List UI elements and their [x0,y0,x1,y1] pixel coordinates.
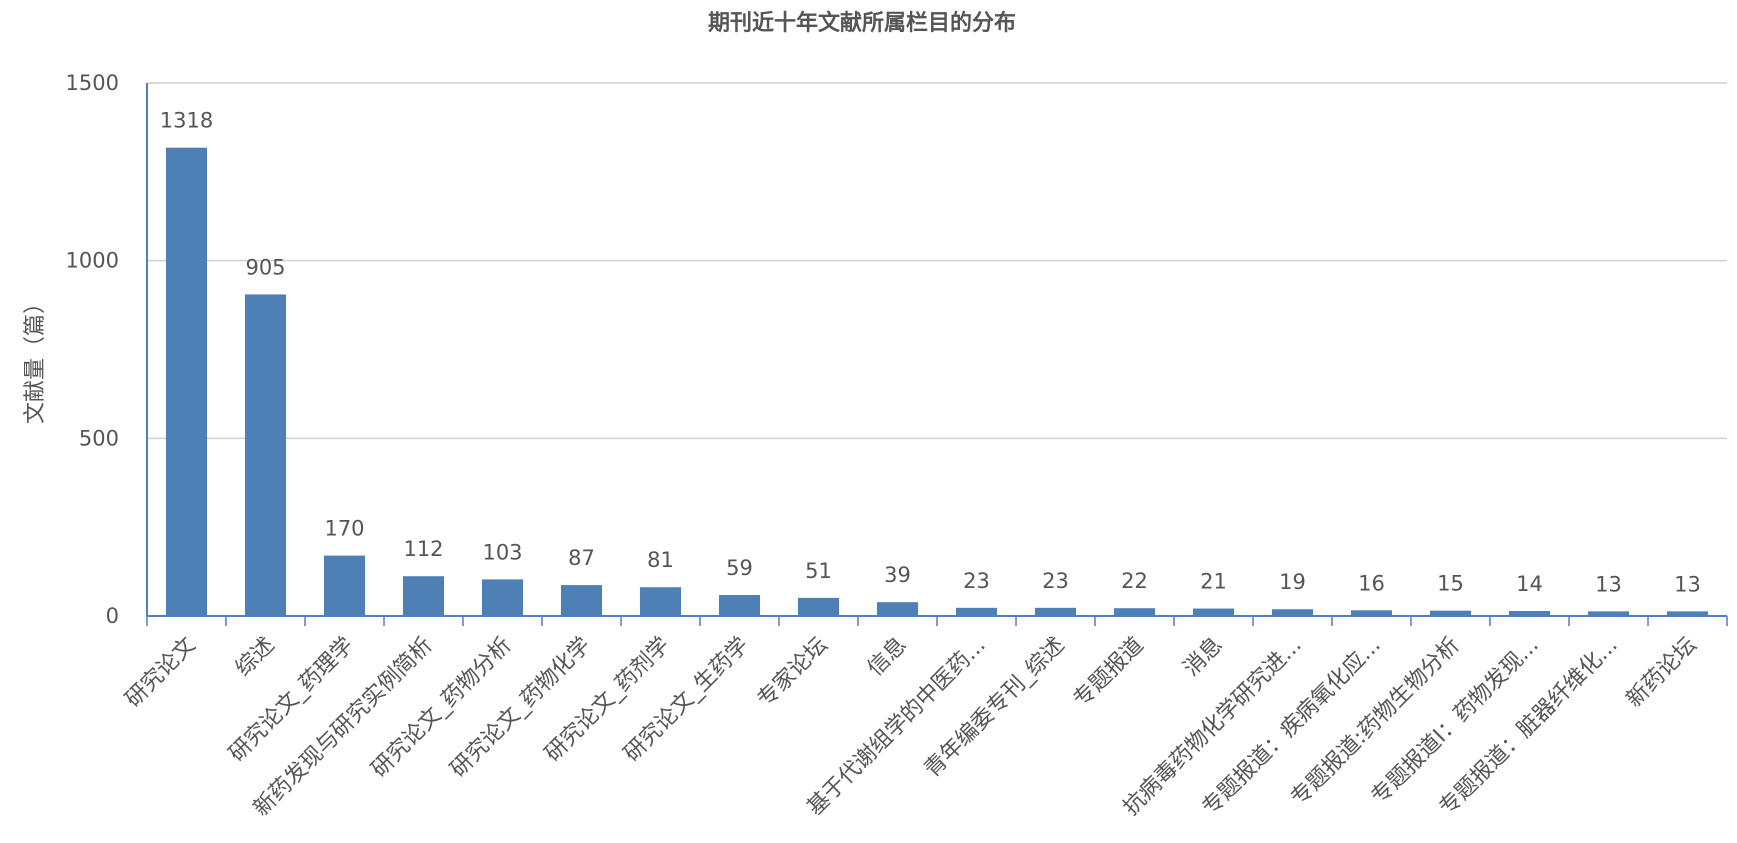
x-tick-label: 专题报道 [1069,633,1149,713]
data-label: 15 [1437,572,1464,596]
data-labels: 1318 905 170 112 103 87 81 59 51 39 23 23 22 21 19 16 15… [160,109,1701,597]
bar [402,576,445,616]
data-label: 21 [1200,570,1227,594]
bars [165,147,1709,617]
gridlines [147,82,1727,440]
x-tick-label: 专家论坛 [753,633,833,713]
data-label: 13 [1674,572,1701,596]
data-label: 23 [963,569,990,593]
data-label: 59 [726,556,753,580]
bar [481,579,524,616]
x-axis-ticks: 研究论文 综述研究论文_药理学新药发现与研究实例简析研究论文_药物分析研究论文_药… [121,616,1728,821]
bar [1113,608,1156,616]
x-tick-label: 信息 [863,633,912,682]
data-label: 39 [884,563,911,587]
bar [1666,611,1709,616]
bar [1587,611,1630,616]
data-label: 13 [1595,572,1622,596]
y-tick-label: 1000 [66,249,119,273]
chart-title: 期刊近十年文献所属栏目的分布 [708,10,1016,36]
bar [244,294,287,616]
data-label: 16 [1358,571,1385,595]
bar [560,585,603,616]
data-label: 14 [1516,572,1543,596]
bar [165,147,208,617]
x-tick-label: 青年编委专刊_综述 [920,633,1070,783]
data-label: 905 [245,255,285,279]
y-tick-label: 0 [106,604,119,628]
data-label: 1318 [160,109,213,133]
data-label: 170 [324,517,364,541]
bar [955,607,998,616]
data-label: 22 [1121,569,1148,593]
data-label: 87 [568,546,595,570]
bar [1429,610,1472,616]
bar [639,587,682,616]
y-tick-label: 1500 [66,71,119,95]
x-tick-label: 消息 [1179,633,1228,682]
bar [1508,611,1551,616]
y-tick-label: 500 [79,426,119,450]
data-label: 112 [403,537,443,561]
x-tick-label: 综述 [231,633,280,682]
data-label: 51 [805,559,832,583]
data-label: 23 [1042,569,1069,593]
x-tick-label: 研究论文 [121,633,201,713]
bar [797,597,840,616]
bar [1192,608,1235,616]
x-tick-label: 新药论坛 [1622,633,1702,713]
data-label: 103 [482,540,522,564]
y-axis-ticks: 0 500 1000 1500 [66,71,119,628]
y-axis-label: 文献量（篇） [23,292,48,424]
data-label: 19 [1279,570,1306,594]
bar [718,595,761,616]
bar [876,602,919,616]
bar [1034,607,1077,616]
bar [1350,610,1393,616]
x-tick-label: 研究论文_药物分析 [367,633,517,783]
x-tick-label: 研究论文_药物化学 [446,633,596,783]
bar [323,555,366,616]
data-label: 81 [647,548,674,572]
bar [1271,609,1314,616]
